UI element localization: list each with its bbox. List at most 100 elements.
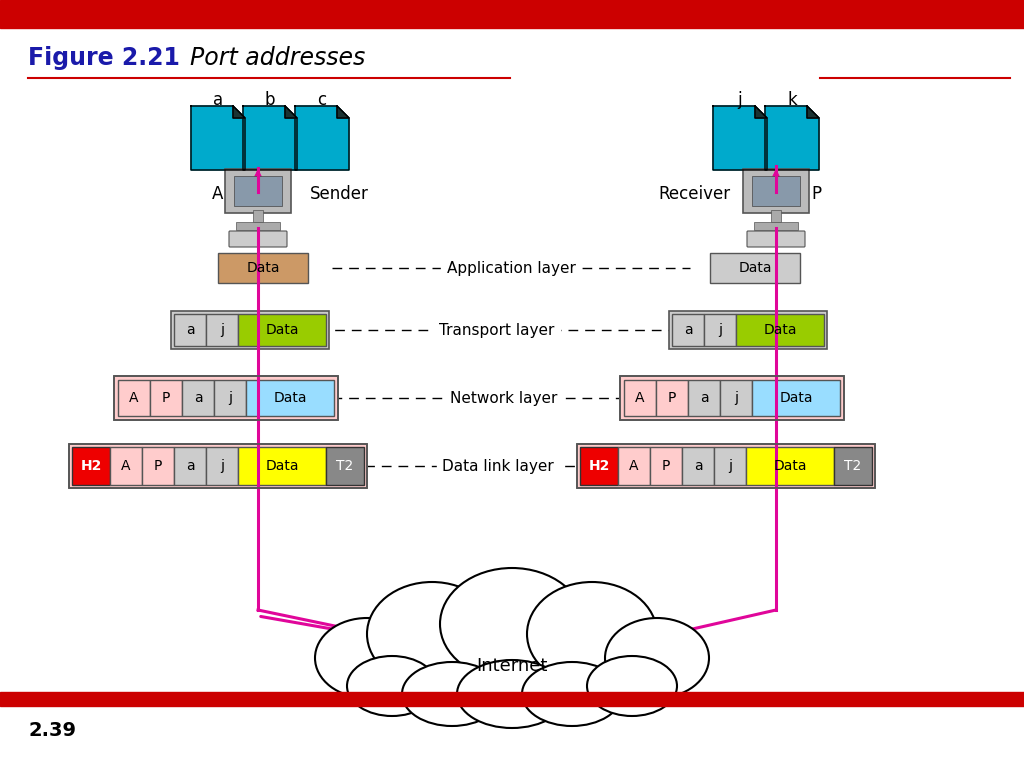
Text: A: A — [635, 391, 645, 405]
Text: Receiver: Receiver — [657, 185, 730, 203]
Text: P: P — [811, 185, 821, 203]
Bar — [754, 222, 798, 230]
Bar — [69, 444, 367, 488]
Polygon shape — [243, 106, 297, 170]
Text: Network layer: Network layer — [451, 390, 558, 406]
Bar — [580, 447, 618, 485]
Bar — [246, 380, 334, 416]
Bar — [736, 314, 824, 346]
Text: a: a — [185, 323, 195, 337]
Bar — [682, 447, 714, 485]
Text: A: A — [630, 459, 639, 473]
Bar — [218, 253, 308, 283]
Text: a: a — [699, 391, 709, 405]
Text: Port addresses: Port addresses — [175, 46, 366, 70]
Bar — [150, 380, 182, 416]
Bar — [834, 447, 872, 485]
Text: Data: Data — [763, 323, 797, 337]
Text: P: P — [162, 391, 170, 405]
Polygon shape — [295, 106, 349, 170]
Bar — [110, 447, 142, 485]
Text: Data link layer: Data link layer — [442, 458, 554, 474]
Polygon shape — [807, 106, 819, 118]
Text: Data: Data — [779, 391, 813, 405]
Text: Application layer: Application layer — [446, 260, 575, 276]
Polygon shape — [285, 106, 297, 118]
FancyBboxPatch shape — [743, 169, 809, 213]
Bar — [326, 447, 364, 485]
Text: j: j — [220, 459, 224, 473]
Text: Data: Data — [265, 323, 299, 337]
Bar — [238, 447, 326, 485]
Text: H2: H2 — [589, 459, 609, 473]
Text: a: a — [213, 91, 223, 109]
Bar — [720, 380, 752, 416]
Bar — [69, 444, 367, 488]
Polygon shape — [337, 106, 349, 118]
Text: c: c — [317, 91, 327, 109]
Text: A: A — [212, 185, 223, 203]
Ellipse shape — [605, 618, 709, 698]
Text: j: j — [737, 91, 742, 109]
Bar — [669, 311, 827, 349]
Text: Internet: Internet — [476, 657, 548, 675]
Text: j: j — [728, 459, 732, 473]
Ellipse shape — [440, 568, 584, 680]
Bar — [0, 0, 1024, 28]
Polygon shape — [713, 106, 767, 170]
Bar — [0, 692, 1024, 706]
Polygon shape — [233, 106, 245, 118]
Bar — [206, 314, 238, 346]
Bar — [114, 376, 338, 420]
Bar — [771, 210, 781, 222]
Text: Sender: Sender — [310, 185, 369, 203]
Text: A: A — [129, 391, 138, 405]
Bar — [752, 380, 840, 416]
Bar — [714, 447, 746, 485]
Text: 2.39: 2.39 — [28, 720, 76, 740]
Polygon shape — [765, 106, 819, 170]
Text: A: A — [121, 459, 131, 473]
Bar — [620, 376, 844, 420]
Bar — [577, 444, 874, 488]
Text: Data: Data — [773, 459, 807, 473]
Text: Data: Data — [265, 459, 299, 473]
Bar — [234, 176, 282, 206]
Bar — [752, 176, 800, 206]
Bar — [624, 380, 656, 416]
Bar — [618, 447, 650, 485]
Ellipse shape — [522, 662, 622, 726]
Bar — [620, 376, 844, 420]
Text: j: j — [228, 391, 232, 405]
Bar — [171, 311, 329, 349]
Ellipse shape — [347, 656, 437, 716]
Bar — [118, 380, 150, 416]
Text: j: j — [718, 323, 722, 337]
FancyBboxPatch shape — [229, 231, 287, 247]
Text: Transport layer: Transport layer — [439, 323, 555, 337]
Text: P: P — [668, 391, 676, 405]
Text: P: P — [154, 459, 162, 473]
Ellipse shape — [457, 660, 567, 728]
Ellipse shape — [402, 662, 502, 726]
FancyBboxPatch shape — [746, 231, 805, 247]
Polygon shape — [755, 106, 767, 118]
Text: T2: T2 — [845, 459, 861, 473]
Bar — [746, 447, 834, 485]
Bar — [577, 444, 874, 488]
Text: H2: H2 — [80, 459, 101, 473]
Bar — [214, 380, 246, 416]
Text: Data: Data — [273, 391, 307, 405]
Text: a: a — [194, 391, 203, 405]
Text: a: a — [693, 459, 702, 473]
Bar — [72, 447, 110, 485]
Bar — [253, 210, 263, 222]
FancyBboxPatch shape — [225, 169, 291, 213]
Bar — [705, 314, 736, 346]
Bar — [174, 314, 206, 346]
Bar — [656, 380, 688, 416]
Text: j: j — [220, 323, 224, 337]
Text: Data: Data — [246, 261, 280, 275]
Polygon shape — [191, 106, 245, 170]
Text: a: a — [185, 459, 195, 473]
